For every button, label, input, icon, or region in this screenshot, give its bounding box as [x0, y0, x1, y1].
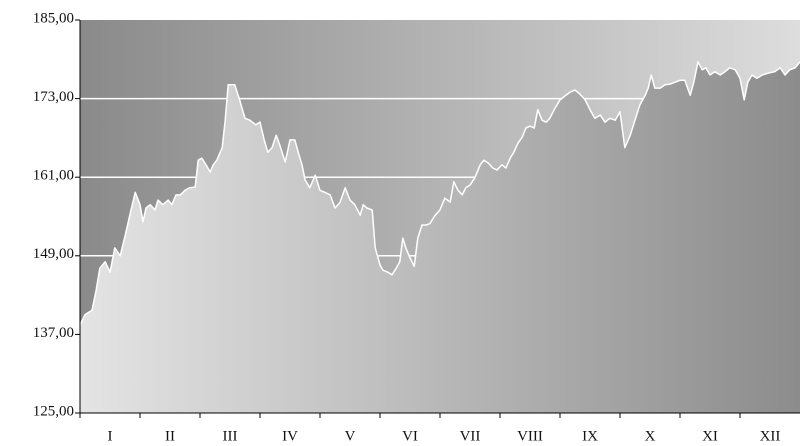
- x-tick-label: IV: [282, 428, 298, 444]
- y-tick-label: 173,00: [33, 89, 74, 105]
- x-tick-label: VIII: [517, 428, 543, 444]
- x-tick-label: XI: [702, 428, 718, 444]
- line: [79, 61, 800, 326]
- x-tick-label: IX: [582, 428, 598, 444]
- y-tick-label: 125,00: [33, 403, 74, 419]
- x-tick-label: V: [345, 428, 356, 444]
- x-tick-label: VII: [460, 428, 481, 444]
- x-tick-label: III: [223, 428, 238, 444]
- area: [80, 61, 800, 414]
- x-tick-label: II: [165, 428, 175, 444]
- x-tick-label: X: [645, 428, 656, 444]
- y-tick-label: 149,00: [33, 246, 74, 262]
- y-tick-label: 161,00: [33, 168, 74, 184]
- x-tick-label: XII: [760, 428, 781, 444]
- y-tick-label: 185,00: [33, 10, 74, 26]
- x-tick-label: VI: [402, 428, 418, 444]
- x-tick-label: I: [108, 428, 113, 444]
- y-tick-label: 137,00: [33, 325, 74, 341]
